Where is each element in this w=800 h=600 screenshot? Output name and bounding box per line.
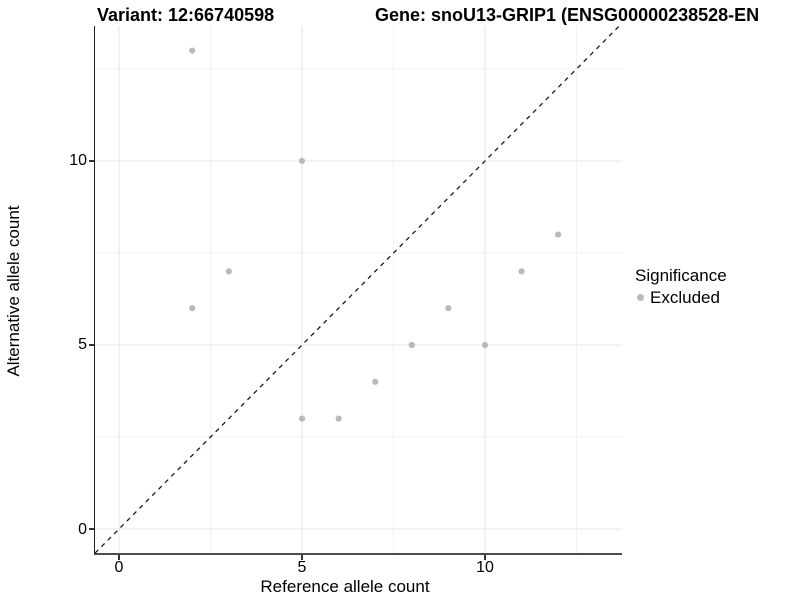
plot-title-variant: Variant: 12:66740598 [97,5,275,25]
x-tick-mark [484,555,486,560]
data-point [371,378,378,385]
data-point [298,415,305,422]
data-point [225,268,232,275]
grid-minor [94,26,622,553]
data-points [188,47,561,422]
data-point [518,268,525,275]
identity-line [94,26,620,553]
data-point [188,47,195,54]
data-point [408,341,415,349]
y-tick-label: 5 [78,336,87,354]
data-point [298,157,305,165]
x-tick-mark [301,555,303,560]
y-tick-label: 10 [69,152,87,170]
x-tick-label: 5 [297,558,307,576]
legend: Significance Excluded [635,266,795,307]
y-tick-label: 0 [78,520,87,538]
data-point [444,305,452,312]
y-tick-mark [89,160,94,162]
data-point [554,231,561,238]
legend-item-label: Excluded [650,288,720,307]
plot-panel [93,26,622,555]
data-point [481,341,488,349]
plot-title-gene: Gene: snoU13-GRIP1 (ENSG00000238528-EN [375,5,760,25]
y-tick-mark [89,528,94,530]
y-axis-title: Alternative allele count [4,205,23,377]
data-point [188,305,195,312]
x-tick-mark [118,555,120,560]
x-axis-title: Reference allele count [260,577,430,596]
data-point [335,415,342,422]
legend-title: Significance [635,266,727,285]
y-tick-mark [89,344,94,346]
legend-item-excluded: Excluded [635,288,795,307]
x-tick-label: 0 [114,558,124,576]
plot-svg [94,26,622,553]
x-tick-label: 10 [476,558,494,576]
grid-major [94,26,622,553]
legend-point-icon [637,294,644,301]
